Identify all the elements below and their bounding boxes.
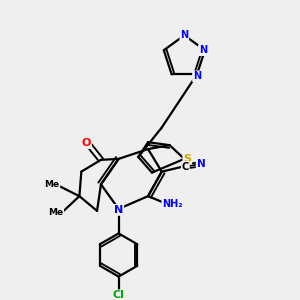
Text: N: N [199, 45, 207, 55]
Text: Me: Me [44, 180, 59, 189]
Text: Cl: Cl [113, 290, 124, 300]
Text: N: N [180, 30, 188, 40]
Text: O: O [82, 138, 91, 148]
Text: N: N [114, 205, 123, 215]
Text: N: N [196, 159, 206, 169]
Text: C: C [182, 162, 189, 172]
Text: Me: Me [48, 208, 63, 217]
Text: S: S [183, 154, 191, 164]
Text: N: N [193, 71, 201, 81]
Text: NH₂: NH₂ [162, 199, 183, 209]
